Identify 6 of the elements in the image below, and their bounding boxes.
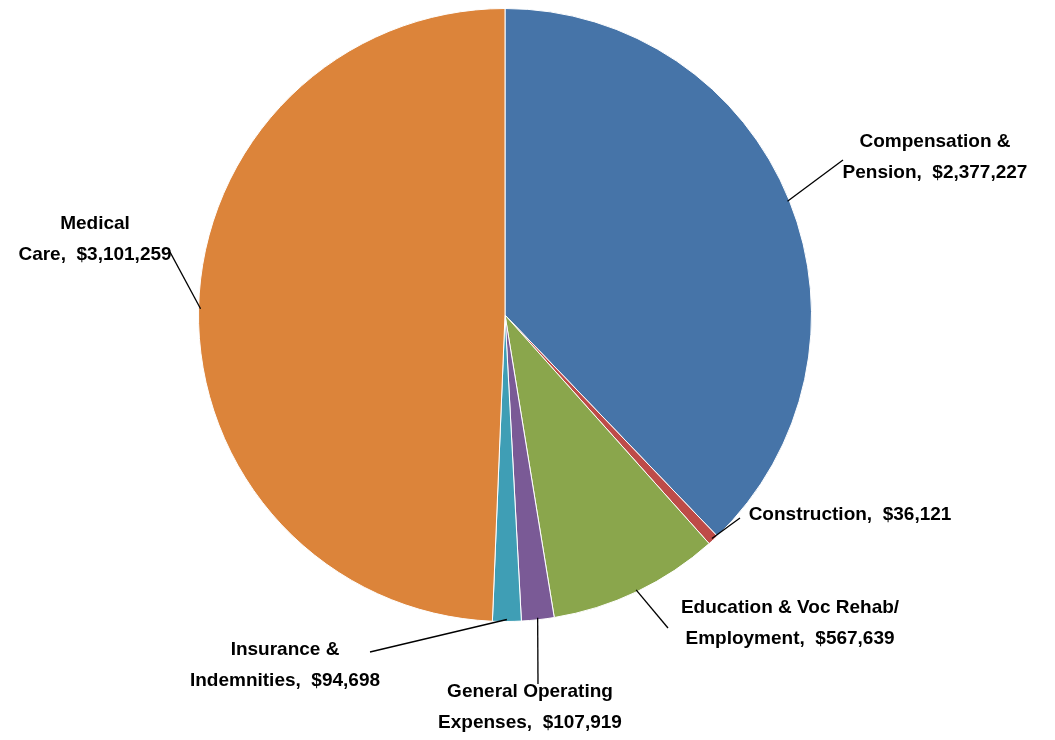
- slice-label: Construction, $36,121: [748, 502, 952, 524]
- slice-label: Medical Care, $3,101,259: [18, 211, 172, 264]
- slice-label: Education & Voc Rehab/ Employment, $567,639: [680, 595, 900, 648]
- slice-label: Compensation & Pension, $2,377,227: [842, 129, 1028, 182]
- slice-label: Insurance & Indemnities, $94,698: [189, 637, 381, 690]
- slice-label: General Operating Expenses, $107,919: [438, 679, 622, 732]
